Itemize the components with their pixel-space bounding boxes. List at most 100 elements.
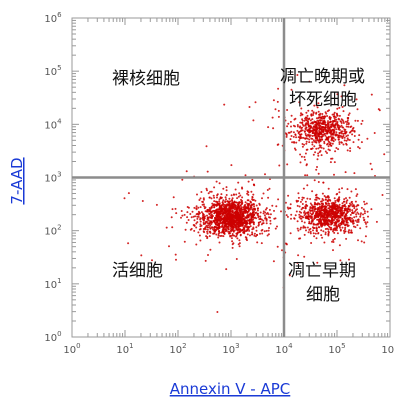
- scatter-point: [339, 224, 342, 227]
- y-axis-title[interactable]: 7-AAD: [8, 157, 26, 204]
- scatter-point: [244, 174, 247, 177]
- scatter-point: [180, 216, 182, 219]
- scatter-point: [170, 216, 173, 219]
- scatter-point: [302, 136, 305, 139]
- scatter-point: [307, 231, 310, 234]
- scatter-point: [230, 194, 233, 197]
- scatter-point: [272, 99, 275, 102]
- scatter-point: [359, 227, 362, 230]
- scatter-point: [310, 216, 313, 219]
- scatter-point: [300, 155, 303, 158]
- axis-ticks: [71, 18, 390, 338]
- scatter-point: [375, 220, 378, 223]
- scatter-point: [346, 121, 349, 124]
- scatter-point: [306, 211, 309, 214]
- scatter-point: [343, 200, 346, 203]
- scatter-point: [216, 311, 219, 313]
- scatter-point: [229, 232, 231, 235]
- scatter-point: [263, 230, 266, 233]
- x-axis-title[interactable]: Annexin V - APC: [170, 380, 291, 398]
- scatter-point: [255, 204, 258, 207]
- scatter-point: [233, 234, 236, 237]
- scatter-point: [312, 128, 315, 131]
- scatter-point: [334, 123, 337, 125]
- scatter-point: [342, 229, 345, 232]
- scatter-point: [280, 210, 282, 213]
- scatter-point: [324, 150, 327, 153]
- scatter-point: [224, 196, 227, 199]
- scatter-point: [318, 114, 321, 116]
- scatter-point: [196, 217, 199, 220]
- scatter-point: [328, 115, 331, 118]
- scatter-point: [327, 218, 330, 221]
- scatter-point: [168, 245, 170, 248]
- scatter-point: [189, 213, 192, 215]
- scatter-point: [350, 125, 353, 128]
- scatter-point: [245, 206, 248, 209]
- scatter-point: [226, 200, 229, 203]
- scatter-point: [318, 210, 321, 213]
- scatter-point: [345, 237, 348, 240]
- scatter-point: [221, 201, 224, 204]
- scatter-point: [335, 128, 338, 131]
- scatter-point: [308, 141, 311, 144]
- scatter-point: [298, 139, 301, 142]
- scatter-point: [288, 207, 291, 210]
- scatter-point: [331, 157, 334, 160]
- scatter-point: [311, 207, 314, 210]
- scatter-point: [313, 223, 316, 226]
- scatter-point: [297, 229, 300, 232]
- scatter-point: [331, 121, 334, 124]
- scatter-point: [316, 131, 319, 134]
- scatter-point: [255, 226, 258, 229]
- scatter-point: [219, 219, 222, 222]
- scatter-point: [309, 119, 312, 122]
- scatter-point: [345, 209, 348, 212]
- scatter-point: [251, 233, 254, 236]
- scatter-point: [256, 233, 258, 236]
- scatter-point: [226, 222, 229, 225]
- scatter-point: [341, 106, 344, 108]
- scatter-point: [264, 211, 267, 214]
- scatter-point: [348, 131, 351, 134]
- scatter-point: [234, 204, 237, 207]
- scatter-point: [252, 193, 255, 196]
- scatter-point: [312, 112, 315, 115]
- scatter-point: [227, 226, 230, 229]
- scatter-point: [354, 226, 357, 229]
- scatter-point: [321, 202, 324, 205]
- scatter-point: [218, 241, 221, 244]
- scatter-point: [235, 208, 238, 211]
- scatter-point: [351, 212, 354, 215]
- scatter-point: [123, 197, 126, 200]
- scatter-point: [246, 192, 249, 195]
- scatter-point: [238, 230, 241, 232]
- scatter-point: [238, 245, 241, 248]
- scatter-point: [235, 201, 238, 204]
- scatter-point: [196, 221, 199, 224]
- scatter-point: [340, 141, 343, 144]
- scatter-point: [327, 232, 330, 235]
- scatter-point: [304, 128, 307, 131]
- scatter-point: [198, 228, 201, 231]
- scatter-point: [228, 202, 231, 205]
- scatter-point: [363, 219, 366, 222]
- scatter-point: [220, 234, 223, 237]
- scatter-point: [254, 212, 257, 214]
- scatter-point: [228, 220, 231, 223]
- scatter-point: [316, 106, 319, 109]
- scatter-point: [266, 189, 269, 191]
- scatter-point: [373, 132, 376, 134]
- scatter-point: [301, 143, 304, 145]
- scatter-point: [354, 188, 357, 191]
- scatter-point: [300, 217, 303, 220]
- scatter-point: [234, 215, 237, 217]
- scatter-point: [222, 187, 225, 190]
- x-tick-label: 105: [328, 342, 345, 356]
- scatter-point: [257, 212, 260, 215]
- scatter-point: [327, 145, 330, 148]
- scatter-point: [238, 206, 241, 209]
- scatter-point: [287, 194, 290, 197]
- scatter-point: [219, 216, 222, 218]
- scatter-point: [314, 207, 317, 210]
